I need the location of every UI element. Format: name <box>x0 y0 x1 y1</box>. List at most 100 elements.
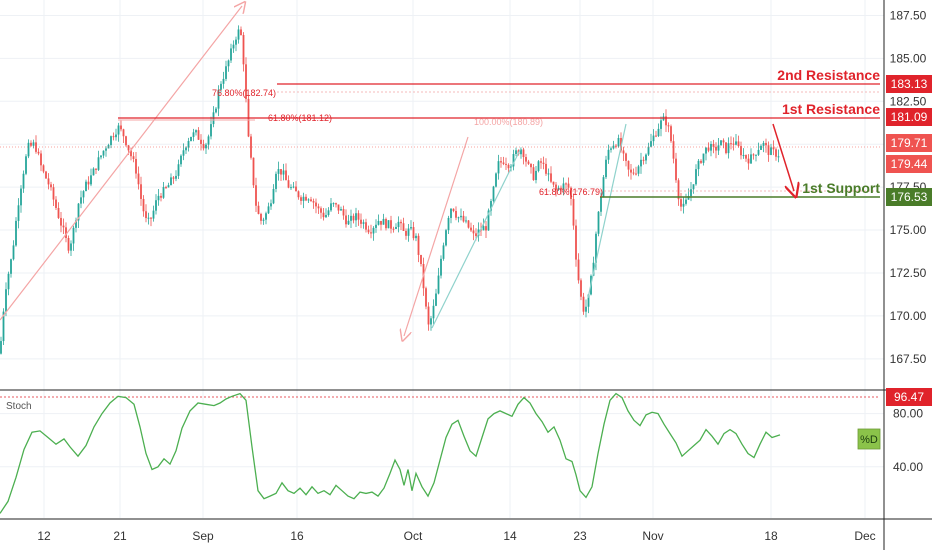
candle-body <box>660 120 662 129</box>
candle-body <box>427 306 430 325</box>
candle-body <box>777 156 780 158</box>
level-lines <box>0 83 880 197</box>
candle-body <box>750 154 752 164</box>
candle-body <box>570 187 572 199</box>
candle-body <box>220 83 222 90</box>
candle-body <box>742 155 745 157</box>
candle-body <box>292 186 295 188</box>
candle-body <box>595 233 597 263</box>
candle-body <box>350 215 352 221</box>
candle-body <box>122 129 125 137</box>
candle-body <box>325 214 327 218</box>
fib-label-4: 61.80%(176.79) <box>539 187 603 197</box>
candle-body <box>420 254 422 265</box>
candle-body <box>280 169 282 175</box>
candle-body <box>205 144 207 149</box>
candle-body <box>42 165 45 172</box>
price-tick-2: 182.50 <box>890 94 927 108</box>
candle-body <box>467 220 470 228</box>
candle-body <box>670 126 672 142</box>
candle-body <box>500 161 502 163</box>
candle-body <box>725 142 727 154</box>
candle-body <box>675 158 677 181</box>
candle-body <box>37 151 40 154</box>
flag-181-text: 181.09 <box>891 110 928 124</box>
candle-body <box>310 199 312 202</box>
candle-body <box>587 294 590 307</box>
candle-body <box>715 146 717 151</box>
candle-body <box>152 210 155 219</box>
candle-body <box>30 142 32 146</box>
candle-body <box>622 150 625 154</box>
candle-body <box>272 188 275 204</box>
time-tick-8: 18 <box>764 529 778 543</box>
candle-body <box>312 201 315 203</box>
candle-body <box>47 178 50 185</box>
stoch-title: Stoch <box>6 401 32 412</box>
candle-body <box>287 180 290 188</box>
candle-body <box>210 124 212 137</box>
candle-body <box>445 230 447 246</box>
candle-body <box>532 167 535 181</box>
price-axis-ticks: 187.50185.00182.50180.00177.50175.00172.… <box>890 8 927 473</box>
candle-body <box>100 155 102 158</box>
candle-body <box>82 191 85 198</box>
flag-17653-bg <box>886 188 932 206</box>
candle-body <box>535 170 537 181</box>
stoch-tick-0: 80.00 <box>893 407 923 421</box>
candle-body <box>392 228 395 230</box>
candle-body <box>322 212 325 218</box>
fib-label-1: 76.80%(182.74) <box>212 88 276 98</box>
first-support-label: 1st Support <box>802 180 880 196</box>
candle-body <box>75 220 77 228</box>
candle-body <box>275 173 277 189</box>
candle-body <box>62 225 65 228</box>
candle-body <box>7 273 10 290</box>
candle-body <box>192 132 195 137</box>
candle-body <box>155 200 157 211</box>
candle-body <box>175 175 177 179</box>
candle-body <box>302 196 305 201</box>
candle-body <box>217 89 220 109</box>
candle-body <box>692 184 695 190</box>
candle-body <box>380 220 382 225</box>
candle-body <box>552 181 555 185</box>
candle-body <box>760 145 762 150</box>
candle-body <box>222 78 225 84</box>
candle-body <box>522 149 525 158</box>
candle-body <box>340 209 342 211</box>
candle-body <box>242 35 245 65</box>
candle-body <box>607 149 610 160</box>
candle-body <box>470 227 472 231</box>
candle-body <box>125 136 127 146</box>
candle-body <box>425 288 427 307</box>
flag-183-bg <box>886 75 932 93</box>
stoch-tick-1: 40.00 <box>893 460 923 474</box>
candle-body <box>342 209 345 216</box>
first-resistance-label: 1st Resistance <box>782 101 880 117</box>
candle-body <box>375 224 377 228</box>
flag-17944-bg <box>886 155 932 173</box>
time-tick-7: Nov <box>642 529 663 543</box>
candle-body <box>170 177 172 186</box>
candle-body <box>50 184 52 188</box>
candle-body <box>472 230 475 234</box>
candle-body <box>0 341 2 354</box>
candle-body <box>185 147 187 151</box>
candle-body <box>15 220 17 246</box>
candle-body <box>542 162 545 164</box>
candle-body <box>135 158 137 174</box>
flag-181-bg <box>886 108 932 126</box>
time-axis-ticks: 12 21 Sep 16 Oct 14 23 Nov 18 Dec <box>37 529 875 543</box>
candle-body <box>55 199 57 208</box>
candle-body <box>550 173 552 182</box>
candle-body <box>627 160 630 170</box>
candle-body <box>545 163 547 174</box>
candle-body <box>160 195 162 198</box>
stoch-legend-text: %D <box>860 434 878 446</box>
candle-body <box>435 293 437 306</box>
candle-body <box>492 186 495 202</box>
candle-body <box>20 188 22 206</box>
price-tick-8: 167.50 <box>890 352 927 366</box>
